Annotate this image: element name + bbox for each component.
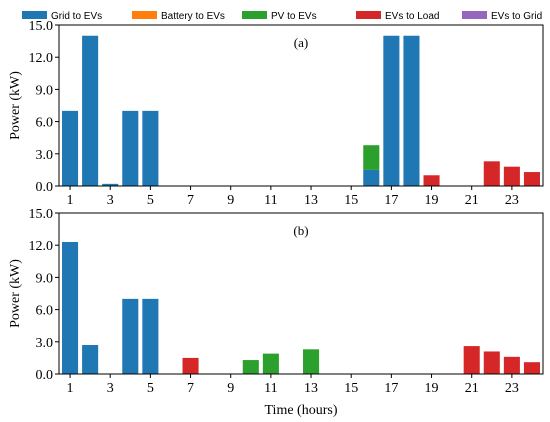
x-tick-label: 21 (465, 381, 479, 396)
legend-swatch (242, 11, 267, 19)
y-tick-label: 0.0 (36, 368, 54, 383)
bar (82, 35, 99, 186)
y-tick-label: 6.0 (36, 304, 54, 319)
x-tick-label: 13 (304, 193, 318, 208)
x-axis: 1 3 5 7 9 11 13 15 17 19 21 23 (67, 186, 519, 208)
legend-item: Grid to EVs (22, 11, 102, 22)
y-axis-label: Power (kW) (8, 71, 23, 140)
x-tick-label: 9 (227, 193, 234, 208)
panel-label: (b) (293, 223, 308, 238)
x-tick-label: 7 (187, 381, 194, 396)
y-tick-label: 15.0 (29, 19, 54, 34)
bar (463, 346, 480, 374)
plot-frame (58, 212, 544, 375)
bar (182, 357, 199, 374)
x-tick-label: 11 (264, 193, 277, 208)
legend-swatch (132, 11, 157, 19)
legend-item: EVs to Load (356, 11, 439, 22)
bar (142, 110, 159, 186)
bar (122, 298, 139, 374)
x-tick-label: 11 (264, 381, 277, 396)
legend-label: Battery to EVs (161, 11, 225, 22)
y-tick-label: 0.0 (36, 180, 54, 195)
x-tick-label: 19 (425, 381, 439, 396)
plot-frame (58, 24, 544, 187)
legend-item: Battery to EVs (132, 11, 225, 22)
x-tick-label: 1 (67, 193, 74, 208)
bar (242, 360, 259, 374)
x-tick-label: 23 (505, 193, 519, 208)
x-tick-label: 1 (67, 381, 74, 396)
x-axis: 1 3 5 7 9 11 13 15 17 19 21 23 (67, 374, 519, 396)
panel-label: (a) (294, 35, 308, 50)
legend-swatch (22, 11, 47, 19)
legend-item: EVs to Grid (462, 11, 542, 22)
y-axis-label: Power (kW) (8, 259, 23, 328)
bar (102, 183, 119, 186)
bars (62, 241, 540, 374)
legend-label: Grid to EVs (51, 11, 102, 22)
x-tick-label: 15 (344, 193, 358, 208)
legend-label: PV to EVs (271, 11, 317, 22)
bar (122, 110, 139, 186)
legend-swatch (462, 11, 487, 19)
x-tick-label: 19 (425, 193, 439, 208)
legend-item: PV to EVs (242, 11, 317, 22)
x-tick-label: 3 (107, 193, 114, 208)
y-axis: 0.0 3.0 6.0 9.0 12.0 15.0 (29, 19, 59, 195)
bar (423, 175, 440, 186)
legend-label: EVs to Grid (491, 11, 542, 22)
y-tick-label: 9.0 (36, 271, 54, 286)
bar (262, 353, 279, 374)
bar (523, 362, 540, 374)
y-tick-label: 12.0 (29, 239, 54, 254)
bar (363, 169, 380, 186)
bar (403, 35, 420, 186)
bar (503, 166, 520, 186)
y-tick-label: 3.0 (36, 148, 54, 163)
bar (363, 145, 380, 170)
x-tick-label: 5 (147, 193, 154, 208)
bar (523, 172, 540, 186)
bar (62, 241, 79, 374)
bar (483, 161, 500, 186)
legend-swatch (356, 11, 381, 19)
bar (483, 351, 500, 374)
x-tick-label: 5 (147, 381, 154, 396)
x-tick-label: 21 (465, 193, 479, 208)
x-tick-label: 7 (187, 193, 194, 208)
legend-label: EVs to Load (385, 11, 439, 22)
bar (383, 35, 400, 186)
x-tick-label: 9 (227, 381, 234, 396)
x-axis-label: Time (hours) (265, 403, 338, 418)
x-tick-label: 15 (344, 381, 358, 396)
bar (62, 110, 79, 186)
bar (503, 356, 520, 374)
bar (303, 349, 320, 374)
y-tick-label: 6.0 (36, 116, 54, 131)
bar (142, 298, 159, 374)
x-tick-label: 17 (384, 381, 398, 396)
y-axis: 0.0 3.0 6.0 9.0 12.0 15.0 (29, 207, 59, 383)
x-tick-label: 3 (107, 381, 114, 396)
y-tick-label: 12.0 (29, 51, 54, 66)
x-tick-label: 13 (304, 381, 318, 396)
bars (62, 35, 540, 186)
x-tick-label: 17 (384, 193, 398, 208)
y-tick-label: 15.0 (29, 207, 54, 222)
y-tick-label: 3.0 (36, 336, 54, 351)
bar (82, 345, 99, 374)
x-tick-label: 23 (505, 381, 519, 396)
panel-a: 0.03.06.09.012.015.01 3 5 7 9 11 13 15 17 19 21 23P… (8, 19, 544, 208)
y-tick-label: 9.0 (36, 83, 54, 98)
panel-b: 0.03.06.09.012.015.01 3 5 7 9 11 13 15 17 19 21 23P… (8, 207, 544, 418)
legend: Grid to EVs Battery to EVs PV to EVs EVs to… (22, 11, 542, 22)
